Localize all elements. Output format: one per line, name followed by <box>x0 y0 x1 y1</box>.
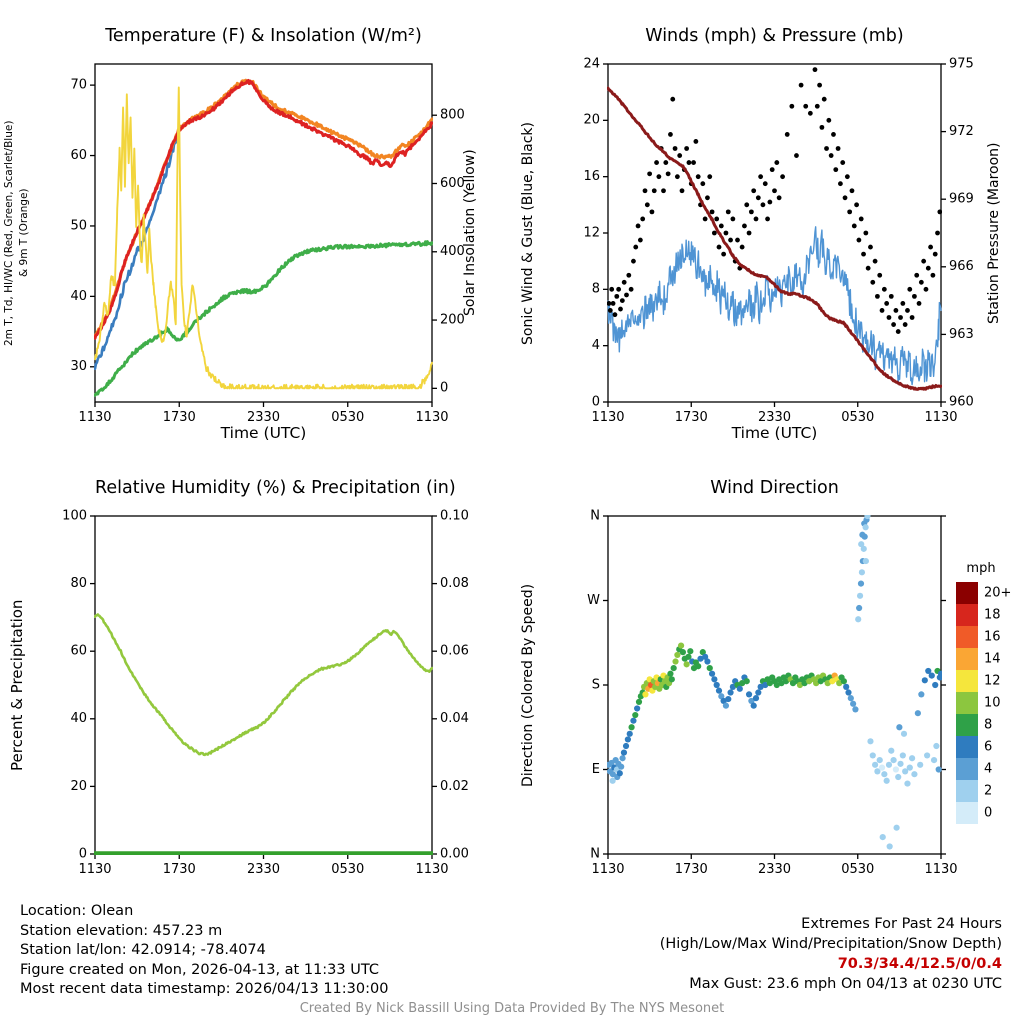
data-timestamp: Most recent data timestamp: 2026/04/13 1… <box>20 981 389 998</box>
wind-direction-panel: Wind Direction Direction (Colored By Spe… <box>512 452 1024 907</box>
wind-x-axis-label: Time (UTC) <box>731 424 818 442</box>
percent-precip-y-axis-label: Percent & Precipitation <box>8 599 26 771</box>
humidity-precip-title: Relative Humidity (%) & Precipitation (i… <box>95 478 456 498</box>
station-latlon: Station lat/lon: 42.0914; -78.4074 <box>20 942 266 959</box>
extremes-values: 70.3/34.4/12.5/0/0.4 <box>837 956 1002 972</box>
wind-pressure-chart-canvas <box>512 0 1024 455</box>
insolation-y-axis-label: Solar Insolation (Yellow) <box>462 149 478 317</box>
max-gust: Max Gust: 23.6 mph On 04/13 at 0230 UTC <box>689 976 1002 992</box>
temp-insolation-panel: Temperature (F) & Insolation (W/m²) 2m T… <box>0 0 512 455</box>
temp-insolation-title: Temperature (F) & Insolation (W/m²) <box>105 26 422 46</box>
extremes-info: Extremes For Past 24 Hours (High/Low/Max… <box>660 914 1002 994</box>
station-location: Location: Olean <box>20 903 134 919</box>
direction-y-axis-label: Direction (Colored By Speed) <box>520 583 536 787</box>
wind-y-axis-label: Sonic Wind & Gust (Blue, Black) <box>520 121 536 345</box>
pressure-y-axis-label: Station Pressure (Maroon) <box>986 142 1002 324</box>
humidity-precip-chart-canvas <box>0 452 512 907</box>
temp-x-axis-label: Time (UTC) <box>220 424 307 442</box>
wind-pressure-title: Winds (mph) & Pressure (mb) <box>645 26 904 46</box>
figure-created: Figure created on Mon, 2026-04-13, at 11… <box>20 961 379 978</box>
station-elevation: Station elevation: 457.23 m <box>20 922 223 939</box>
temp-insolation-chart-canvas <box>0 0 512 455</box>
extremes-subtitle: (High/Low/Max Wind/Precipitation/Snow De… <box>659 936 1002 952</box>
station-info: Location: Olean Station elevation: 457.2… <box>20 902 388 1000</box>
wind-pressure-panel: Winds (mph) & Pressure (mb) Sonic Wind &… <box>512 0 1024 455</box>
wind-direction-title: Wind Direction <box>710 478 839 498</box>
credit-line: Created By Nick Bassill Using Data Provi… <box>299 1001 725 1016</box>
wind-direction-chart-canvas <box>512 452 1024 907</box>
temp-y-axis-label: 2m T, Td, HI/WC (Red, Green, Scarlet/Blu… <box>3 120 30 346</box>
extremes-title: Extremes For Past 24 Hours <box>801 916 1002 932</box>
humidity-precip-panel: Relative Humidity (%) & Precipitation (i… <box>0 452 512 907</box>
